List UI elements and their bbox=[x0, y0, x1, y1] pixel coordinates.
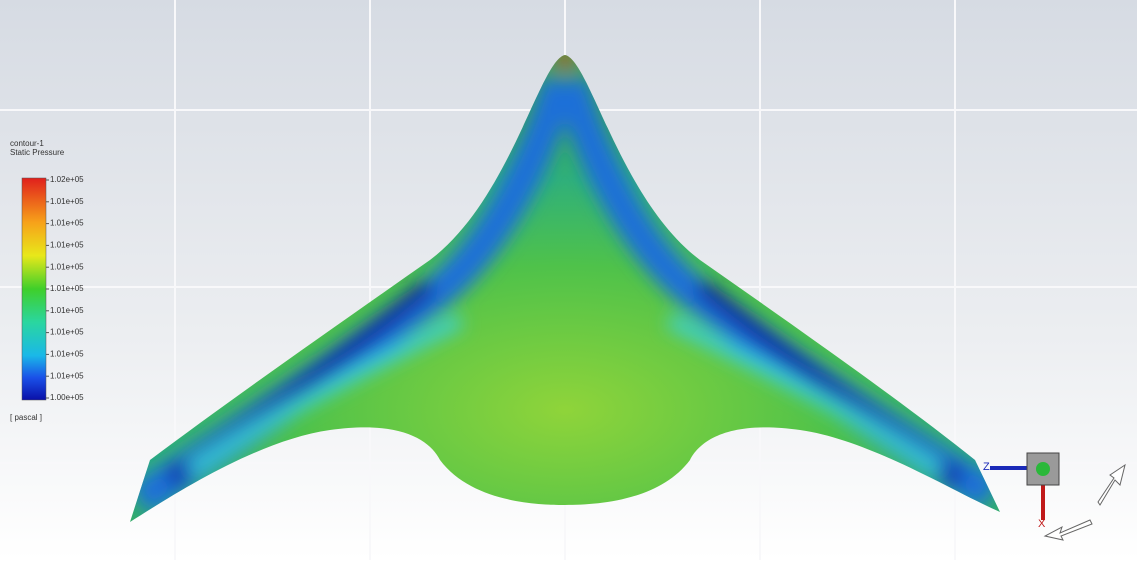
legend-label: 1.01e+05 bbox=[50, 262, 84, 271]
legend-quantity: Static Pressure bbox=[10, 148, 65, 157]
page: contour-1 Static Pressure [ pascal ] 1.0… bbox=[0, 0, 1137, 560]
viewport: contour-1 Static Pressure [ pascal ] 1.0… bbox=[0, 0, 1137, 560]
legend-label: 1.01e+05 bbox=[50, 197, 84, 206]
legend-label: 1.01e+05 bbox=[50, 241, 84, 250]
legend-label: 1.01e+05 bbox=[50, 371, 84, 380]
legend-label: 1.02e+05 bbox=[50, 175, 84, 184]
triad-z: Z bbox=[983, 461, 990, 473]
triad-x: X bbox=[1038, 518, 1046, 530]
legend-label: 1.01e+05 bbox=[50, 350, 84, 359]
legend-label: 1.01e+05 bbox=[50, 328, 84, 337]
legend-label: 1.01e+05 bbox=[50, 284, 84, 293]
legend-label: 1.00e+05 bbox=[50, 393, 84, 402]
legend-label: 1.01e+05 bbox=[50, 219, 84, 228]
legend-title: contour-1 bbox=[10, 139, 44, 148]
legend-unit: [ pascal ] bbox=[10, 413, 42, 422]
legend-label: 1.01e+05 bbox=[50, 306, 84, 315]
colorbar bbox=[22, 178, 46, 400]
